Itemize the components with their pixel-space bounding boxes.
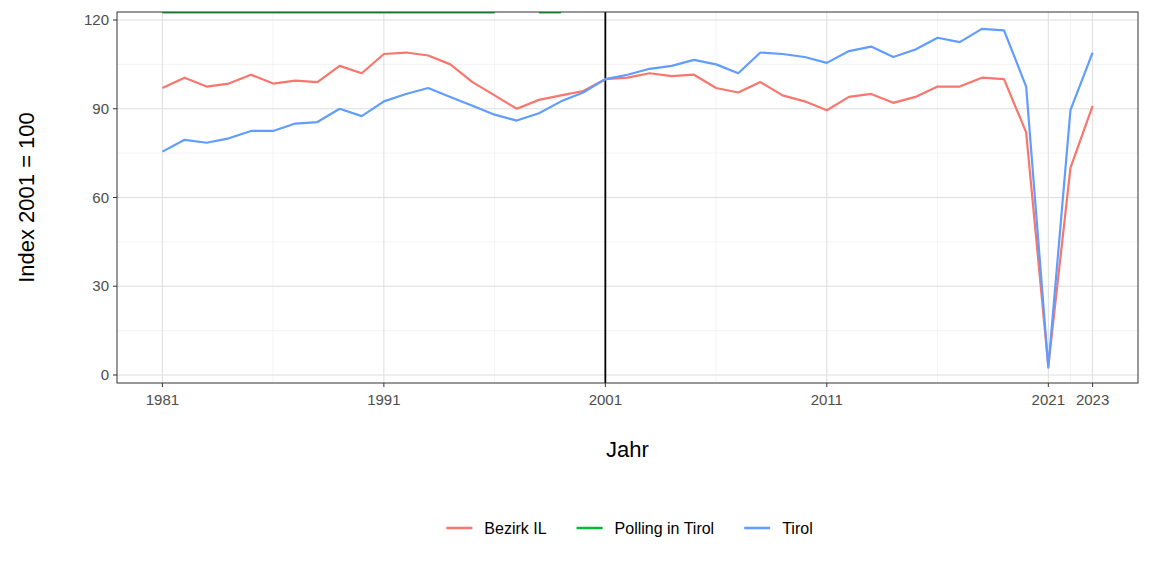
tick-x [1048, 383, 1049, 387]
chart: 0 30 60 90 120 1981 1991 2001 2011 2021 2023 Jahr In… [0, 0, 1152, 576]
grid-y [117, 19, 1138, 20]
tick-x [826, 383, 827, 387]
grid-x [605, 12, 606, 383]
panel [117, 12, 1138, 383]
legend: Bezirk IL Polling in Tirol Tirol [446, 520, 812, 537]
legend-label: Tirol [782, 520, 813, 537]
legend-key [744, 527, 770, 530]
grid-y [117, 375, 1138, 376]
tick-y [113, 197, 117, 198]
tick-label-x: 2023 [1076, 391, 1109, 408]
tick-label-y: 120 [84, 11, 109, 28]
tick-x [1092, 383, 1093, 387]
x-axis-title: Jahr [606, 437, 649, 462]
legend-key [577, 527, 603, 530]
tick-y [113, 19, 117, 20]
tick-label-x: 1981 [146, 391, 179, 408]
grid-x [162, 12, 163, 383]
minor-grid-y [117, 64, 1138, 65]
y-axis-title: Index 2001 = 100 [14, 112, 39, 283]
grid-x [1092, 12, 1093, 383]
grid-y [117, 197, 1138, 198]
grid-x [1048, 12, 1049, 383]
tick-label-x: 2011 [811, 391, 843, 408]
reference-line [604, 12, 606, 383]
tick-label-x: 2021 [1032, 391, 1065, 408]
tick-y [113, 108, 117, 109]
legend-label: Polling in Tirol [615, 520, 715, 537]
tick-label-x: 1991 [367, 391, 400, 408]
tick-label-y: 90 [92, 100, 109, 117]
minor-grid-y [117, 241, 1138, 242]
grid-x [383, 12, 384, 383]
minor-grid-y [117, 153, 1138, 154]
legend-label: Bezirk IL [484, 520, 546, 537]
legend-key [446, 527, 472, 530]
panel-border [117, 12, 1138, 383]
tick-label-y: 60 [92, 189, 109, 206]
grid-y [117, 286, 1138, 287]
series-line [162, 29, 1092, 368]
minor-grid-y [117, 330, 1138, 331]
tick-label-y: 30 [92, 277, 109, 294]
grid [117, 12, 1138, 383]
tick-x [162, 383, 163, 387]
tick-label-y: 0 [101, 366, 109, 383]
tick-label-x: 2001 [589, 391, 622, 408]
plot-area [162, 12, 1092, 383]
series-line [162, 53, 1092, 367]
grid-y [117, 108, 1138, 109]
grid-x [826, 12, 827, 383]
tick-x [383, 383, 384, 387]
axes: 0 30 60 90 120 1981 1991 2001 2011 2021 2023 [84, 11, 1109, 408]
tick-y [113, 286, 117, 287]
tick-x [605, 383, 606, 387]
tick-y [113, 375, 117, 376]
